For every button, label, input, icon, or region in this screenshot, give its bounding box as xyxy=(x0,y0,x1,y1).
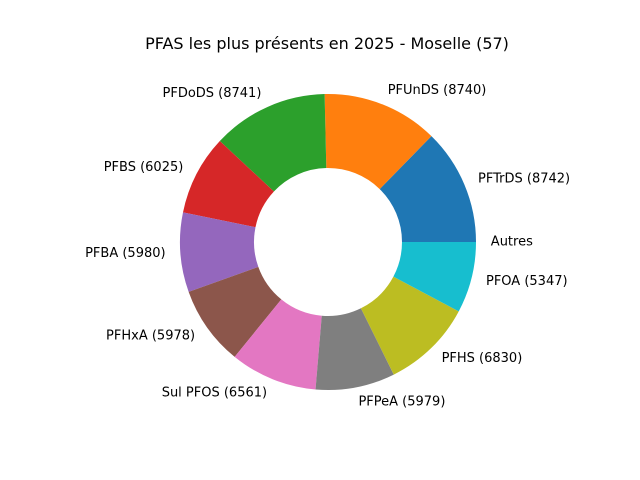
slice-pfdods-8741 xyxy=(219,94,327,192)
label-pfdods-8741: PFDoDS (8741) xyxy=(163,86,262,101)
label-pfoa-5347: PFOA (5347) xyxy=(486,274,568,289)
slice-pfunds-8740 xyxy=(324,94,432,190)
label-sul-pfos-6561: Sul PFOS (6561) xyxy=(162,385,267,400)
slice-pftrds-8742 xyxy=(379,136,476,242)
label-pfpea-5979: PFPeA (5979) xyxy=(358,394,445,409)
label-pftrds-8742: PFTrDS (8742) xyxy=(478,171,570,186)
label-pfunds-8740: PFUnDS (8740) xyxy=(388,83,487,98)
slice-pfhs-6830 xyxy=(360,276,459,375)
label-autres: Autres xyxy=(491,235,533,250)
label-pfhs-6830: PFHS (6830) xyxy=(442,351,523,366)
slice-pfbs-6025 xyxy=(183,141,274,228)
slice-sul-pfos-6561 xyxy=(234,299,322,390)
slices-group xyxy=(180,94,476,391)
slice-pfpea-5979 xyxy=(315,308,394,391)
label-pfhxa-5978: PFHxA (5978) xyxy=(106,329,195,344)
slice-pfoa-5347 xyxy=(393,242,476,312)
slice-pfba-5980 xyxy=(180,212,259,292)
labels-group: PFTrDS (8742) PFUnDS (8740) PFDoDS (8741) P… xyxy=(85,83,570,409)
chart-title: PFAS les plus présents en 2025 - Moselle… xyxy=(145,34,509,53)
label-pfba-5980: PFBA (5980) xyxy=(85,246,166,261)
label-pfbs-6025: PFBS (6025) xyxy=(104,160,184,175)
slice-pfhxa-5978 xyxy=(188,266,282,357)
